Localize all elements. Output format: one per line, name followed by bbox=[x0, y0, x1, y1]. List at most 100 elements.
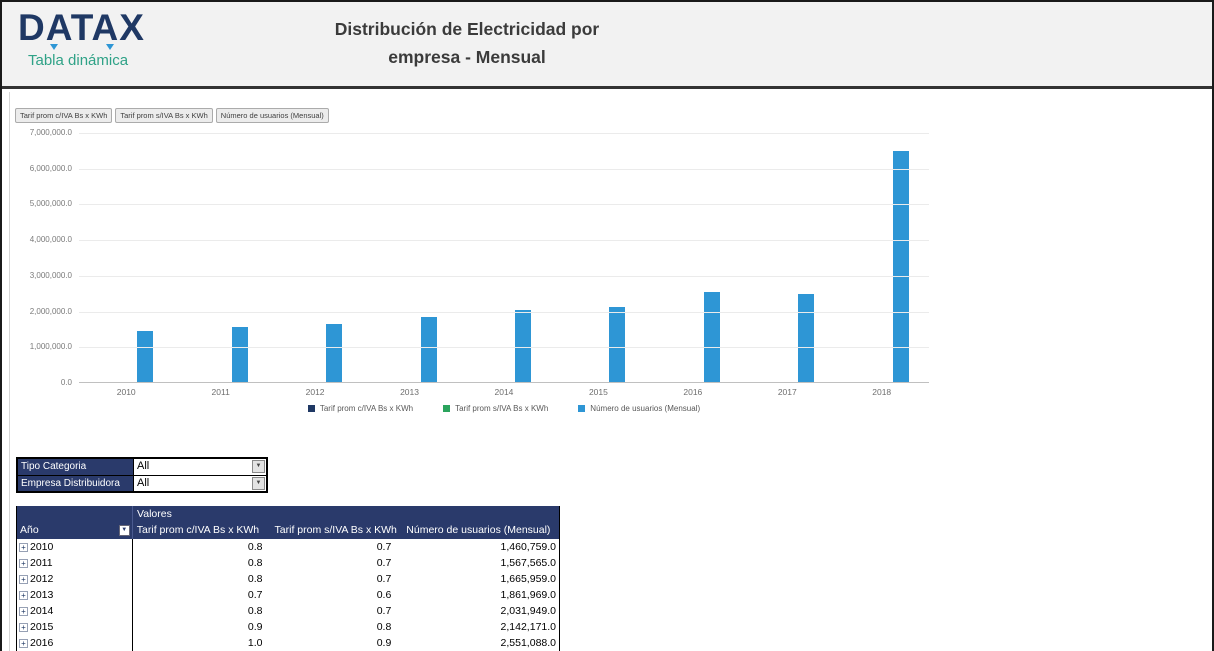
chart-field-button[interactable]: Tarif prom c/IVA Bs x KWh bbox=[15, 108, 113, 123]
table-row: +2015 0.9 0.8 2,142,171.0 bbox=[17, 619, 559, 635]
legend-label: Tarif prom s/IVA Bs x KWh bbox=[455, 404, 549, 413]
year-cell: +2015 bbox=[17, 619, 133, 635]
value-cell: 0.8 bbox=[247, 605, 263, 617]
y-axis-tick-label: 5,000,000.0 bbox=[29, 199, 72, 209]
filter-value[interactable]: All ▼ bbox=[134, 459, 266, 475]
y-axis-tick-label: 2,000,000.0 bbox=[29, 306, 72, 316]
expand-row-button[interactable]: + bbox=[19, 558, 28, 568]
y-axis-tick-label: 6,000,000.0 bbox=[29, 163, 72, 173]
chart-category: 2011 bbox=[173, 133, 267, 397]
pivot-header-columns-row: Año ▼ Tarif prom c/IVA Bs x KWh Tarif pr… bbox=[17, 522, 559, 539]
value-cell: 1,861,969.0 bbox=[500, 589, 556, 601]
expand-row-button[interactable]: + bbox=[19, 638, 28, 648]
legend-swatch bbox=[578, 405, 586, 412]
gridline bbox=[79, 347, 929, 349]
filter-label: Empresa Distribuidora bbox=[18, 476, 134, 491]
filter-value[interactable]: All ▼ bbox=[134, 476, 266, 491]
value-cell: 0.6 bbox=[376, 589, 392, 601]
expand-row-button[interactable]: + bbox=[19, 622, 28, 632]
chart-category: 2014 bbox=[457, 133, 551, 397]
filter-dropdown-icon[interactable]: ▼ bbox=[252, 460, 265, 473]
bar-2013 bbox=[420, 316, 437, 383]
filter-row: Tipo Categoria All ▼ bbox=[18, 459, 266, 475]
chart-category: 2013 bbox=[362, 133, 456, 397]
pivot-header-values-row: Valores bbox=[17, 506, 559, 522]
row-header-label: Año bbox=[20, 524, 39, 536]
legend-swatch bbox=[307, 405, 315, 412]
year-cell: +2014 bbox=[17, 603, 133, 619]
gridline bbox=[79, 168, 929, 170]
bar-2012 bbox=[326, 323, 343, 383]
logo-subtitle: Tabla dinámica bbox=[28, 52, 129, 69]
value-cell: 0.7 bbox=[247, 589, 263, 601]
app-header: DATAX Tabla dinámica Distribución de Ele… bbox=[2, 2, 1212, 89]
pivot-chart: Tarif prom c/IVA Bs x KWh Tarif prom s/IV… bbox=[10, 97, 1200, 429]
value-cell: 2,142,171.0 bbox=[500, 621, 556, 633]
column-header: Tarif prom c/IVA Bs x KWh bbox=[136, 524, 260, 536]
filter-panel: Tipo Categoria All ▼ Empresa Distribuidora A… bbox=[16, 457, 268, 493]
x-axis-line bbox=[79, 382, 929, 383]
y-axis-tick-label: 4,000,000.0 bbox=[29, 235, 72, 245]
filter-row: Empresa Distribuidora All ▼ bbox=[18, 475, 266, 491]
legend-item: Tarif prom c/IVA Bs x KWh bbox=[307, 404, 414, 413]
y-axis-tick-label: 0.0 bbox=[60, 378, 72, 387]
chart-field-button[interactable]: Tarif prom s/IVA Bs x KWh bbox=[115, 108, 213, 123]
legend-item: Número de usuarios (Mensual) bbox=[578, 404, 700, 413]
chart-field-button[interactable]: Número de usuarios (Mensual) bbox=[215, 108, 329, 123]
column-header: Tarif prom s/IVA Bs x KWh bbox=[274, 524, 397, 536]
chart-category: 2010 bbox=[79, 133, 173, 397]
expand-row-button[interactable]: + bbox=[19, 574, 28, 584]
bar-2018 bbox=[892, 151, 909, 383]
page-title-line2: empresa - Mensual bbox=[388, 47, 546, 67]
bar-2017 bbox=[798, 294, 815, 383]
year-label: 2010 bbox=[30, 541, 54, 553]
y-axis-tick-label: 1,000,000.0 bbox=[29, 342, 72, 352]
bar-2014 bbox=[514, 310, 531, 383]
value-cell: 0.8 bbox=[247, 541, 263, 553]
logo-accent-icon bbox=[50, 44, 58, 50]
year-label: 2014 bbox=[30, 605, 54, 617]
pivot-table: Valores Año ▼ Tarif prom c/IVA Bs x KWh … bbox=[16, 506, 560, 651]
pivot-table-body: +2010 0.8 0.7 1,460,759.0 +2011 0.8 0.7 1,567,5… bbox=[17, 539, 559, 651]
year-filter-dropdown-icon[interactable]: ▼ bbox=[118, 525, 130, 536]
value-cell: 2,031,949.0 bbox=[500, 605, 556, 617]
bar-2015 bbox=[609, 306, 626, 383]
value-cell: 1,567,565.0 bbox=[500, 557, 556, 569]
value-cell: 0.7 bbox=[376, 541, 392, 553]
bar-2011 bbox=[231, 327, 248, 383]
chart-field-buttons: Tarif prom c/IVA Bs x KWh Tarif prom s/IV… bbox=[15, 108, 329, 123]
legend-label: Tarif prom c/IVA Bs x KWh bbox=[319, 404, 414, 413]
value-cell: 0.7 bbox=[376, 573, 392, 585]
year-cell: +2013 bbox=[17, 587, 133, 603]
table-row: +2011 0.8 0.7 1,567,565.0 bbox=[17, 555, 559, 571]
page-title: Distribución de Electricidad por empresa… bbox=[252, 15, 682, 71]
expand-row-button[interactable]: + bbox=[19, 542, 28, 552]
expand-row-button[interactable]: + bbox=[19, 590, 28, 600]
chart-category: 2018 bbox=[835, 133, 929, 397]
value-cell: 2,551,088.0 bbox=[500, 637, 556, 649]
gridline bbox=[79, 133, 929, 134]
worksheet-column-edge bbox=[9, 92, 10, 651]
expand-row-button[interactable]: + bbox=[19, 606, 28, 616]
chart-category: 2015 bbox=[551, 133, 645, 397]
chart-legend: Tarif prom c/IVA Bs x KWh Tarif prom s/IV… bbox=[79, 404, 929, 413]
table-row: +2010 0.8 0.7 1,460,759.0 bbox=[17, 539, 559, 555]
filter-dropdown-icon[interactable]: ▼ bbox=[252, 477, 265, 490]
chart-category: 2017 bbox=[740, 133, 834, 397]
value-cell: 1,460,759.0 bbox=[500, 541, 556, 553]
logo-accent-icon bbox=[106, 44, 114, 50]
legend-item: Tarif prom s/IVA Bs x KWh bbox=[443, 404, 548, 413]
value-cell: 0.8 bbox=[247, 573, 263, 585]
legend-swatch bbox=[443, 405, 451, 412]
value-cell: 0.7 bbox=[376, 557, 392, 569]
value-cell: 0.9 bbox=[376, 637, 392, 649]
x-axis-tick-label: 2011 bbox=[211, 387, 230, 397]
row-header-cell: Año ▼ bbox=[17, 522, 133, 539]
value-cell: 1,665,959.0 bbox=[500, 573, 556, 585]
year-cell: +2011 bbox=[17, 555, 133, 571]
value-cell: 0.8 bbox=[376, 621, 392, 633]
table-row: +2012 0.8 0.7 1,665,959.0 bbox=[17, 571, 559, 587]
bar-2016 bbox=[703, 291, 720, 383]
x-axis-tick-label: 2014 bbox=[494, 387, 514, 397]
